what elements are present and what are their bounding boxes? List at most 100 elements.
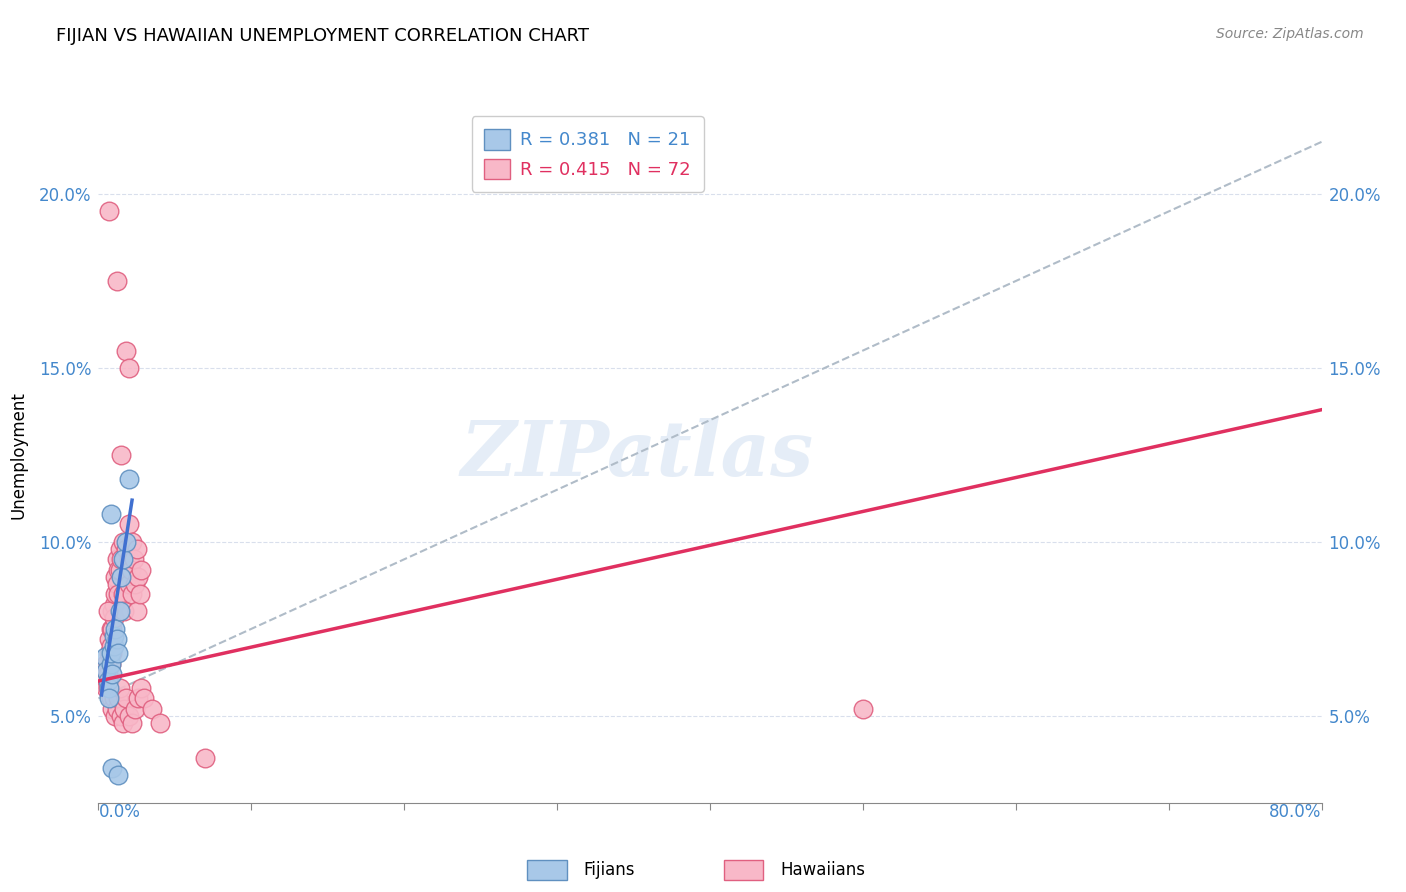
Point — [112, 702, 135, 716]
Point — [107, 768, 129, 782]
Point — [118, 472, 141, 486]
Y-axis label: Unemployment: Unemployment — [10, 391, 28, 519]
Point — [94, 681, 117, 695]
Text: 0.0%: 0.0% — [98, 803, 141, 821]
Point — [118, 552, 141, 566]
Text: 80.0%: 80.0% — [1270, 803, 1322, 821]
Point — [100, 657, 122, 671]
Point — [105, 274, 128, 288]
Point — [100, 646, 122, 660]
Point — [134, 691, 156, 706]
Point — [115, 534, 138, 549]
Point — [108, 541, 131, 556]
Point — [91, 664, 114, 678]
Point — [125, 541, 148, 556]
Point — [128, 587, 150, 601]
Point — [110, 448, 132, 462]
Point — [129, 563, 152, 577]
Point — [129, 681, 152, 695]
Point — [104, 587, 127, 601]
Point — [105, 702, 128, 716]
Point — [101, 702, 124, 716]
Point — [111, 715, 134, 730]
Point — [93, 674, 115, 689]
Point — [118, 708, 141, 723]
Point — [111, 587, 134, 601]
Point — [100, 639, 122, 653]
Point — [124, 702, 146, 716]
Point — [127, 691, 149, 706]
Point — [101, 667, 124, 681]
Point — [110, 708, 132, 723]
Point — [97, 681, 120, 695]
Point — [111, 552, 134, 566]
Text: Hawaiians: Hawaiians — [780, 861, 865, 879]
Point — [103, 691, 125, 706]
Point — [100, 657, 122, 671]
Text: Fijians: Fijians — [583, 861, 636, 879]
Point — [108, 681, 131, 695]
Point — [108, 605, 131, 619]
Point — [104, 570, 127, 584]
Point — [100, 507, 122, 521]
Point — [121, 534, 143, 549]
Point — [103, 611, 125, 625]
Point — [115, 691, 138, 706]
Text: ZIPatlas: ZIPatlas — [460, 418, 813, 491]
Point — [127, 570, 149, 584]
Point — [105, 632, 128, 647]
Point — [105, 576, 128, 591]
Point — [115, 343, 138, 358]
Point — [107, 646, 129, 660]
Legend: R = 0.381   N = 21, R = 0.415   N = 72: R = 0.381 N = 21, R = 0.415 N = 72 — [471, 116, 704, 192]
Point — [118, 517, 141, 532]
Point — [104, 622, 127, 636]
Point — [141, 702, 163, 716]
Point — [98, 632, 121, 647]
Point — [98, 674, 121, 689]
Point — [112, 605, 135, 619]
Point — [110, 570, 132, 584]
Point — [112, 552, 135, 566]
Point — [852, 702, 875, 716]
Point — [107, 691, 129, 706]
Point — [100, 622, 122, 636]
Point — [115, 541, 138, 556]
Point — [111, 534, 134, 549]
Point — [98, 646, 121, 660]
Point — [98, 204, 121, 219]
Point — [98, 691, 121, 706]
Point — [108, 563, 131, 577]
Point — [194, 750, 217, 764]
Point — [103, 639, 125, 653]
Point — [122, 552, 145, 566]
Point — [107, 563, 129, 577]
Point — [125, 605, 148, 619]
Point — [101, 622, 124, 636]
Point — [98, 681, 121, 695]
Point — [103, 598, 125, 612]
Point — [107, 587, 129, 601]
Point — [110, 552, 132, 566]
Point — [124, 576, 146, 591]
Point — [118, 576, 141, 591]
Point — [93, 649, 115, 664]
Point — [120, 563, 142, 577]
Point — [94, 664, 117, 678]
Text: Source: ZipAtlas.com: Source: ZipAtlas.com — [1216, 27, 1364, 41]
Point — [104, 708, 127, 723]
Point — [103, 629, 125, 643]
Point — [101, 646, 124, 660]
Point — [101, 605, 124, 619]
Point — [94, 657, 117, 671]
Point — [97, 605, 120, 619]
Text: FIJIAN VS HAWAIIAN UNEMPLOYMENT CORRELATION CHART: FIJIAN VS HAWAIIAN UNEMPLOYMENT CORRELAT… — [56, 27, 589, 45]
Point — [121, 587, 143, 601]
Point — [105, 552, 128, 566]
Point — [117, 570, 139, 584]
Point — [121, 715, 143, 730]
Point — [97, 674, 120, 689]
Point — [149, 715, 172, 730]
Point — [100, 691, 122, 706]
Point — [101, 761, 124, 775]
